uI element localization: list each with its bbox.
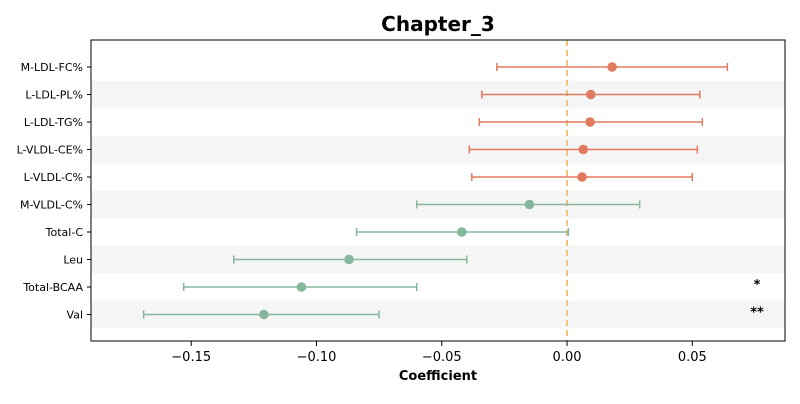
x-tick-label: 0.00: [553, 350, 582, 365]
coefficient-point: [457, 227, 467, 237]
coefficient-point: [578, 144, 589, 155]
y-tick-label: Val: [67, 309, 83, 322]
y-tick-label: L-VLDL-C%: [24, 171, 83, 184]
y-tick-label: L-LDL-TG%: [24, 116, 83, 129]
y-tick-label: L-LDL-PL%: [25, 89, 83, 102]
y-tick-label: Total-BCAA: [22, 281, 83, 294]
y-tick-label: M-LDL-FC%: [21, 61, 83, 74]
coefficient-point: [524, 199, 535, 210]
y-tick-label: Leu: [63, 254, 83, 267]
coefficient-point: [585, 117, 595, 127]
x-tick-label: −0.10: [297, 350, 337, 365]
coefficient-point: [586, 89, 596, 100]
y-tick-label: M-VLDL-C%: [20, 199, 83, 212]
coefficient-point: [296, 282, 307, 292]
significance-marker: **: [750, 306, 764, 321]
data-series: ***: [142, 62, 764, 321]
x-tick-label: −0.05: [422, 350, 462, 365]
significance-marker: *: [754, 278, 761, 293]
chart-title: Chapter_3: [381, 12, 495, 36]
coefficient-point: [607, 62, 617, 72]
plot-area-frame: [90, 39, 786, 342]
y-tick-label: Total-C: [45, 226, 84, 239]
x-axis: −0.15 −0.10 −0.05 0.00 0.05: [171, 341, 707, 365]
coefficient-point: [344, 254, 354, 265]
coefficient-point: [259, 309, 269, 320]
x-axis-label: Coefficient: [399, 369, 477, 384]
x-tick-label: 0.05: [678, 350, 707, 365]
y-axis: M-LDL-FC% L-LDL-PL% L-LDL-TG% L-VLDL-CE% L-V…: [17, 61, 91, 322]
y-tick-label: L-VLDL-CE%: [17, 144, 83, 157]
coefficient-point: [577, 172, 587, 182]
x-tick-label: −0.15: [171, 350, 211, 365]
